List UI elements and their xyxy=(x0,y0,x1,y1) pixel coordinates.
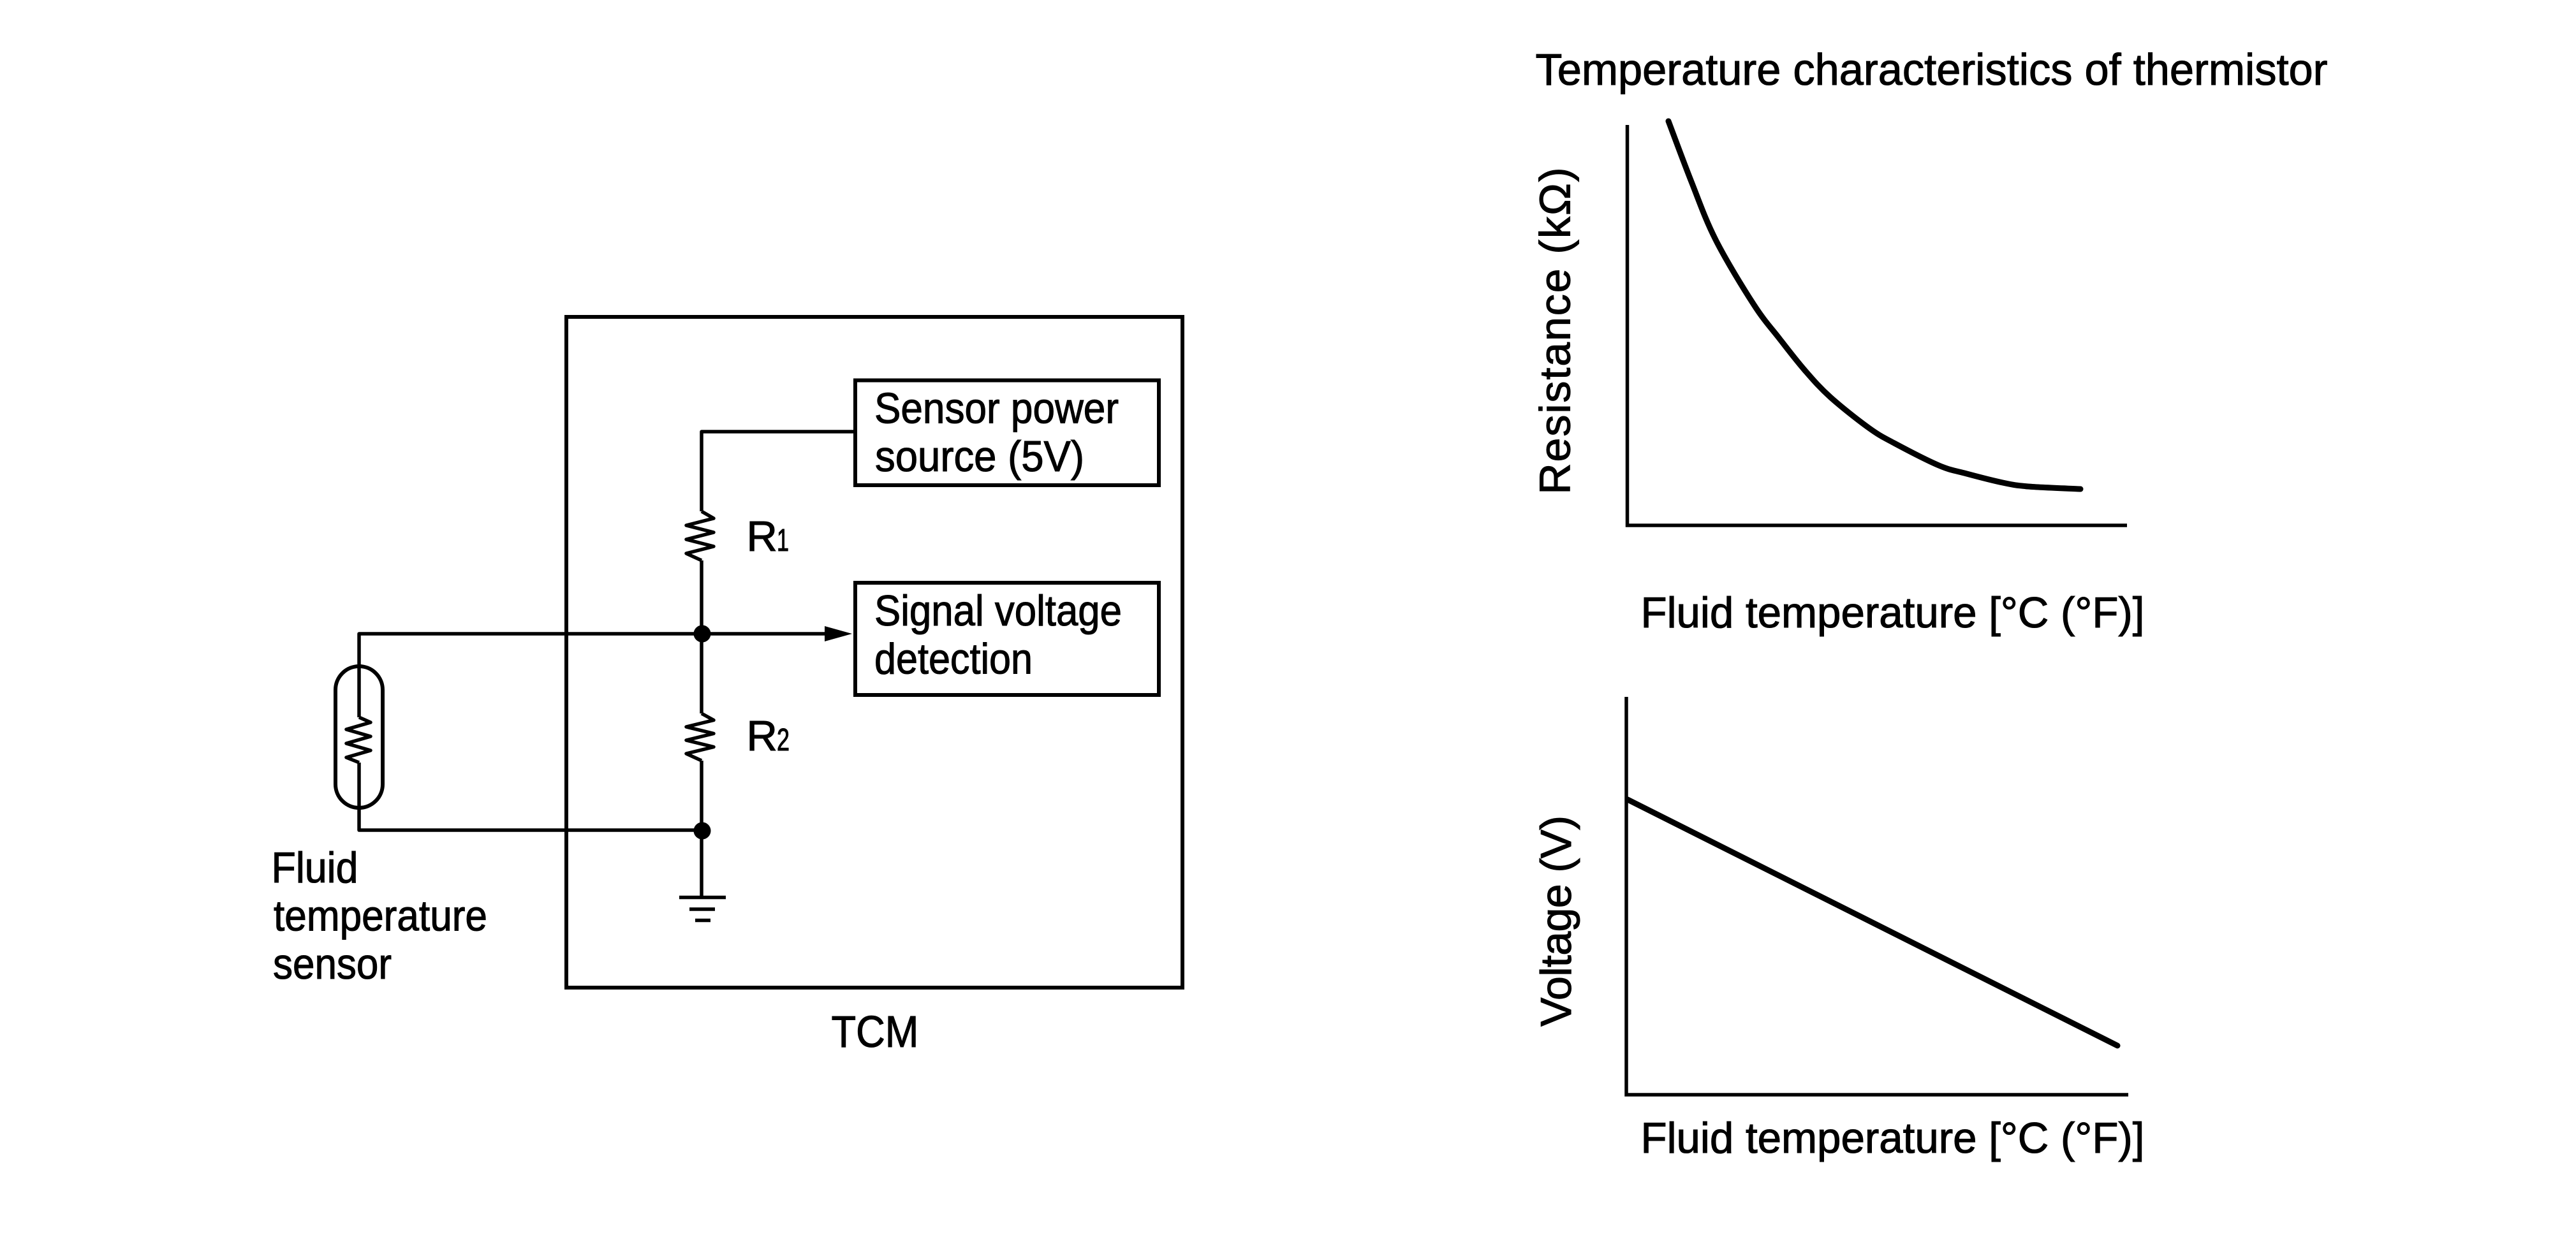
svg-text:detection: detection xyxy=(874,635,1033,683)
svg-text:R: R xyxy=(747,712,777,760)
svg-text:Signal voltage: Signal voltage xyxy=(874,587,1122,635)
svg-text:Fluid: Fluid xyxy=(272,844,358,892)
svg-text:2: 2 xyxy=(777,723,790,757)
svg-text:R: R xyxy=(747,513,777,560)
svg-text:Temperature characteristics of: Temperature characteristics of thermisto… xyxy=(1536,45,2328,94)
svg-text:Fluid temperature [°C (°F)]: Fluid temperature [°C (°F)] xyxy=(1641,1114,2145,1162)
svg-text:Fluid temperature [°C (°F)]: Fluid temperature [°C (°F)] xyxy=(1641,588,2145,637)
svg-text:sensor: sensor xyxy=(273,940,392,988)
svg-text:TCM: TCM xyxy=(832,1007,919,1056)
svg-text:Voltage (V): Voltage (V) xyxy=(1532,815,1580,1027)
svg-text:Resistance (kΩ): Resistance (kΩ) xyxy=(1531,168,1580,495)
svg-text:temperature: temperature xyxy=(274,892,487,940)
svg-text:Sensor power: Sensor power xyxy=(874,384,1119,433)
svg-text:source (5V): source (5V) xyxy=(875,432,1084,481)
svg-text:1: 1 xyxy=(777,523,789,558)
